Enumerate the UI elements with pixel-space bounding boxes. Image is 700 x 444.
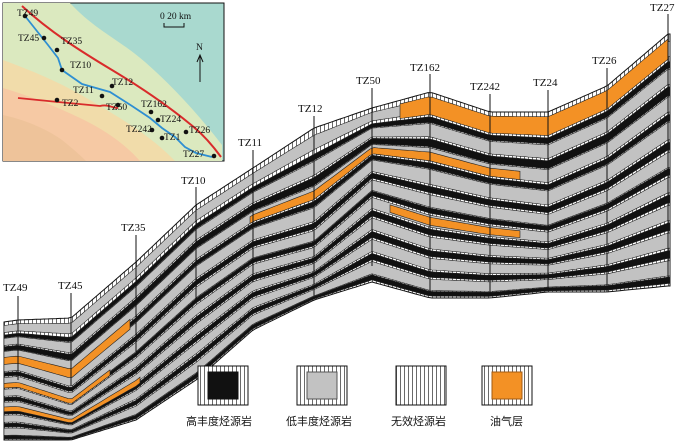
low-abundance-layer-8 bbox=[3, 232, 671, 430]
inset-well-tz49 bbox=[22, 13, 28, 19]
inset-red-road bbox=[17, 97, 119, 109]
inset-coast-line bbox=[21, 5, 222, 158]
oil-layer-lower-west bbox=[3, 318, 131, 378]
legend-item-oil: 油气层 bbox=[481, 365, 533, 428]
inset-well-tz35 bbox=[54, 47, 60, 53]
inset-scale-bar bbox=[163, 23, 185, 28]
well-label-tz49: TZ49 bbox=[3, 282, 28, 294]
well-label-tz26: TZ26 bbox=[592, 55, 617, 67]
low-abundance-layer-3 bbox=[3, 96, 671, 371]
wells: TZ49 TZ45 TZ35 TZ10 TZ11 TZ12 TZ50 TZ162… bbox=[3, 2, 675, 386]
legend-item-low: 低丰度烃源岩 bbox=[286, 365, 352, 428]
inset-well-tz45 bbox=[41, 35, 47, 41]
high-abundance-layer-7 bbox=[3, 222, 671, 425]
high-abundance-layer-8 bbox=[3, 250, 671, 433]
legend-swatch-ineffective bbox=[395, 365, 447, 406]
inset-label-tz12: TZ12 bbox=[112, 78, 133, 88]
inset-label-tz162: TZ162 bbox=[141, 100, 167, 110]
oil-layer-middle bbox=[249, 147, 521, 225]
well-label-tz27: TZ27 bbox=[650, 2, 675, 14]
section-layers bbox=[3, 38, 671, 440]
inset-label-tz49: TZ49 bbox=[17, 9, 38, 19]
high-abundance-layer-2 bbox=[3, 86, 671, 361]
inset-well-tz10 bbox=[59, 67, 65, 73]
legend-swatch-oil bbox=[491, 371, 523, 400]
legend-item-ineffective: 无效烃源岩 bbox=[391, 365, 447, 428]
well-label-tz242: TZ242 bbox=[470, 81, 500, 93]
well-label-tz162: TZ162 bbox=[410, 62, 440, 74]
high-abundance-layer-6 bbox=[3, 195, 671, 415]
legend-label-low: 低丰度烃源岩 bbox=[286, 414, 352, 428]
inset-label-tz242: TZ242 bbox=[126, 125, 152, 135]
high-abundance-layer-5 bbox=[3, 168, 671, 404]
inset-well-tz12 bbox=[109, 83, 115, 89]
oil-layer-west-base bbox=[3, 376, 141, 423]
legend-item-high: 高丰度烃源岩 bbox=[186, 365, 252, 428]
inset-label-tz35: TZ35 bbox=[61, 37, 82, 47]
legend-label-ineffective: 无效烃源岩 bbox=[391, 414, 446, 428]
high-abundance-layer-9 bbox=[3, 274, 671, 440]
inset-label-tz11: TZ11 bbox=[73, 86, 94, 96]
inset-well-tz26 bbox=[183, 129, 189, 135]
inset-label-tz1: TZ1 bbox=[164, 133, 181, 143]
legend-swatch-high bbox=[207, 371, 239, 400]
well-label-tz12: TZ12 bbox=[298, 103, 322, 115]
inset-label-tz27: TZ27 bbox=[183, 150, 204, 160]
inset-scale-label: 0 20 km bbox=[160, 12, 192, 22]
inset-section-route bbox=[24, 15, 213, 158]
geologic-cross-section bbox=[3, 33, 671, 441]
low-abundance-layer-1 bbox=[3, 41, 671, 335]
inset-well-tz24 bbox=[155, 117, 161, 123]
well-label-tz10: TZ10 bbox=[181, 175, 206, 187]
well-label-tz45: TZ45 bbox=[58, 280, 83, 292]
oil-layer-center bbox=[389, 204, 521, 238]
inset-north-label: N bbox=[196, 43, 203, 53]
inset-label-tz26: TZ26 bbox=[189, 126, 210, 136]
inset-well-tz27 bbox=[211, 153, 217, 159]
inset-well-tz162 bbox=[148, 109, 154, 115]
inset-label-tz45: TZ45 bbox=[18, 34, 39, 44]
legend-label-high: 高丰度烃源岩 bbox=[186, 414, 252, 428]
legend: 高丰度烃源岩 低丰度烃源岩 无效烃源岩 油气层 bbox=[186, 365, 533, 428]
inset-well-tz1 bbox=[159, 135, 165, 141]
low-abundance-layer-2 bbox=[3, 69, 671, 353]
inset-label-tz50: TZ50 bbox=[106, 103, 127, 113]
inset-land-d bbox=[3, 115, 86, 161]
low-abundance-layer-9 bbox=[3, 260, 671, 438]
low-abundance-layer-5 bbox=[3, 152, 671, 401]
high-abundance-layer-4 bbox=[3, 142, 671, 392]
low-abundance-layer-4 bbox=[3, 121, 671, 387]
oil-layer-west-deep bbox=[3, 369, 111, 404]
inset-label-tz10: TZ10 bbox=[70, 61, 91, 71]
well-label-tz50: TZ50 bbox=[356, 75, 381, 87]
legend-swatch-low bbox=[306, 371, 338, 400]
well-label-tz35: TZ35 bbox=[121, 222, 146, 234]
high-abundance-layer-1 bbox=[3, 61, 671, 342]
well-label-tz24: TZ24 bbox=[533, 77, 558, 89]
well-label-tz11: TZ11 bbox=[238, 137, 262, 149]
location-map-inset: TZ49 TZ45 TZ35 TZ10 TZ12 TZ11 TZ2 TZ50 T… bbox=[2, 2, 225, 162]
inset-label-tz2: TZ2 bbox=[62, 99, 79, 109]
inset-well-tz11 bbox=[99, 93, 105, 99]
legend-label-oil: 油气层 bbox=[490, 414, 523, 428]
inset-label-tz24: TZ24 bbox=[160, 115, 181, 125]
inset-north-arrow-icon bbox=[196, 53, 204, 82]
high-abundance-layer-3 bbox=[3, 114, 671, 376]
inset-well-tz2 bbox=[54, 97, 60, 103]
inset-well-tz242 bbox=[149, 127, 155, 133]
low-abundance-layer-7 bbox=[3, 205, 671, 422]
inset-well-tz50 bbox=[115, 102, 121, 108]
